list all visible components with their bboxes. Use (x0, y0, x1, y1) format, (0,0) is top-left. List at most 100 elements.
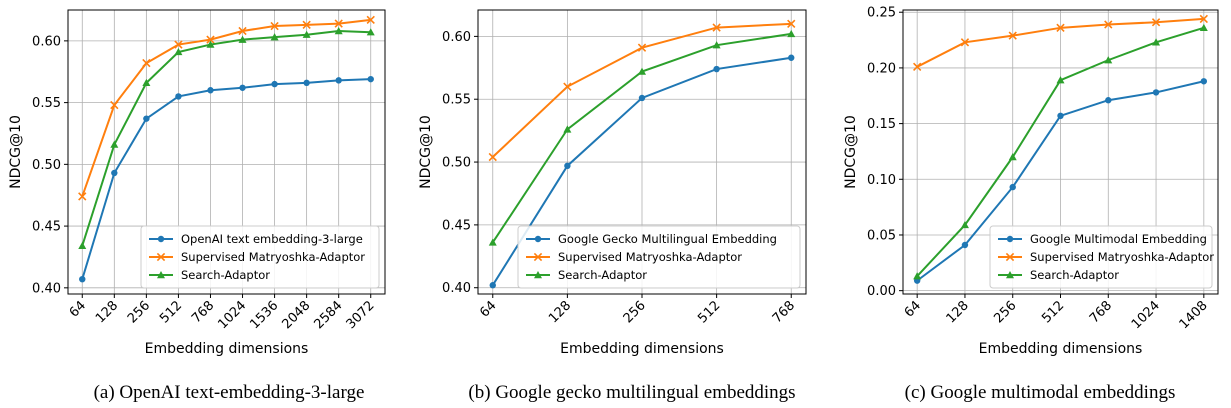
y-tick-label: 0.40 (32, 281, 61, 296)
x-tick-label: 64 (902, 298, 924, 320)
data-point (302, 30, 311, 38)
data-point (712, 41, 721, 49)
data-point (787, 19, 796, 28)
data-point (206, 35, 215, 44)
legend-label: Google Multimodal Embedding (1030, 232, 1207, 246)
y-tick-label: 0.10 (867, 173, 896, 188)
legend-marker (157, 235, 165, 243)
y-tick-label: 0.60 (442, 30, 471, 45)
legend-box (517, 225, 801, 289)
y-tick-label: 0.60 (32, 34, 61, 49)
data-point (637, 43, 647, 52)
data-point (563, 125, 572, 133)
data-point (960, 220, 969, 229)
data-point (638, 94, 646, 102)
data-point (488, 238, 497, 246)
figure-caption: (b) Google gecko multilingual embeddings (468, 382, 795, 403)
y-tick-label: 0.00 (867, 284, 896, 299)
data-point (1057, 112, 1064, 120)
data-point (367, 75, 374, 83)
figure-caption: (c) Google multimodal embeddings (905, 382, 1176, 403)
legend-marker (533, 252, 543, 262)
legend-label: Search-Adaptor (181, 268, 270, 282)
legend-label: Search-Adaptor (558, 268, 647, 282)
legend-box (140, 225, 380, 289)
data-point (1056, 76, 1065, 84)
series-3 (78, 26, 375, 250)
data-point (175, 93, 182, 100)
x-tick-label: 768 (1087, 298, 1115, 326)
legend-label: Google Gecko Multilingual Embedding (558, 232, 777, 246)
x-axis-label: Embedding dimensions (145, 341, 309, 357)
legend-marker (1006, 271, 1014, 279)
y-tick-label: 0.50 (442, 156, 471, 171)
legend-label: Supervised Matryoshka-Adaptor (181, 250, 365, 264)
figure-caption: (a) OpenAI text-embedding-3-large (94, 382, 365, 403)
data-point (366, 15, 375, 25)
data-point (564, 162, 571, 170)
x-tick-label: 512 (695, 298, 723, 326)
data-point (1199, 23, 1208, 32)
series-line (81, 29, 371, 247)
data-point (334, 26, 343, 35)
data-point (1008, 153, 1017, 161)
data-point (1199, 14, 1208, 24)
legend: Google Gecko Multilingual Embedding Super… (517, 225, 801, 289)
data-point (913, 62, 922, 71)
data-point (489, 282, 496, 289)
x-tick-label: 3072 (344, 298, 378, 332)
data-point (787, 29, 796, 38)
data-point (788, 54, 795, 61)
y-tick-label: 0.55 (442, 93, 471, 108)
data-point (78, 241, 87, 250)
data-point (335, 77, 342, 84)
y-tick-label: 0.40 (442, 281, 471, 296)
y-tick-label: 0.45 (442, 218, 471, 233)
series-2 (78, 15, 375, 201)
data-point (111, 169, 118, 177)
series-1 (913, 78, 1208, 284)
x-tick-label: 64 (67, 298, 89, 320)
series-line (81, 78, 371, 280)
chart-panel-1: 0.40 0.45 0.50 0.55 0.60 64 128 256 512 768102415… (8, 9, 386, 403)
series-1 (79, 75, 374, 283)
legend-label: OpenAI text embedding-3-large (181, 232, 363, 246)
data-point (1151, 18, 1161, 27)
x-tick-label: 2584 (312, 298, 346, 332)
data-point (1105, 97, 1112, 104)
data-point (303, 79, 310, 87)
data-point (238, 26, 247, 36)
legend-label: Supervised Matryoshka-Adaptor (1030, 250, 1214, 264)
x-tick-label: 768 (770, 298, 798, 326)
x-tick-label: 256 (621, 298, 649, 326)
series-line (81, 18, 371, 197)
data-point (960, 38, 970, 47)
y-tick-label: 0.55 (32, 96, 61, 111)
data-point (270, 21, 279, 31)
data-point (1104, 56, 1113, 64)
series-1 (489, 54, 795, 289)
data-point (488, 152, 497, 162)
series-2 (488, 19, 796, 162)
data-point (1056, 23, 1065, 32)
data-point (238, 35, 247, 43)
legend-marker (534, 235, 542, 243)
series-3 (913, 23, 1208, 280)
x-tick-label: 128 (93, 298, 121, 326)
data-point (1104, 20, 1113, 29)
x-tick-label: 1536 (247, 298, 281, 332)
legend-marker (156, 252, 166, 262)
y-axis-label: NDCG@10 (843, 115, 859, 189)
legend-label: Supervised Matryoshka-Adaptor (558, 250, 742, 264)
data-point (713, 65, 720, 73)
data-point (110, 140, 119, 148)
data-point (174, 40, 183, 49)
x-tick-label: 1024 (215, 298, 249, 332)
legend-box (989, 225, 1213, 289)
data-point (712, 23, 721, 32)
y-tick-label: 0.05 (867, 228, 896, 243)
y-axis-label: NDCG@10 (8, 115, 24, 189)
data-point (1008, 31, 1017, 40)
x-axis-label: Embedding dimensions (560, 341, 724, 357)
